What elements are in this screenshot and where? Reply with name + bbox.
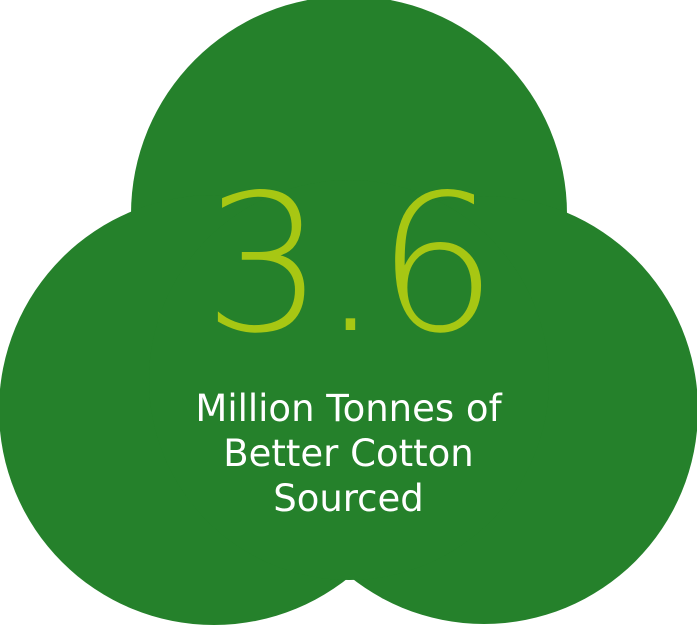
- stat-caption: Million Tonnes of Better Cotton Sourced: [195, 387, 502, 520]
- stat-value: 3.6: [203, 154, 497, 375]
- center-fill: [149, 180, 549, 580]
